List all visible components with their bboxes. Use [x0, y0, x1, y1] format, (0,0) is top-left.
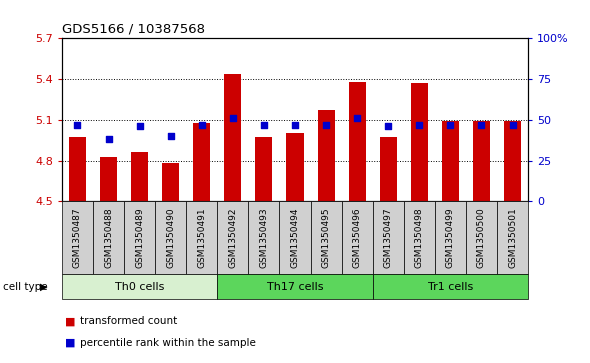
Bar: [217, 274, 373, 299]
Text: GSM1350494: GSM1350494: [290, 208, 300, 268]
Point: [166, 133, 175, 139]
Bar: [224, 73, 241, 201]
Bar: [317, 110, 335, 201]
Bar: [162, 163, 179, 201]
Point: [384, 123, 393, 129]
Bar: [373, 274, 528, 299]
Bar: [342, 201, 373, 274]
Point: [322, 122, 331, 127]
Bar: [435, 201, 466, 274]
Text: GSM1350500: GSM1350500: [477, 207, 486, 268]
Point: [197, 122, 206, 127]
Bar: [69, 138, 86, 201]
Bar: [280, 201, 310, 274]
Bar: [124, 201, 155, 274]
Bar: [62, 274, 217, 299]
Bar: [248, 201, 280, 274]
Bar: [497, 201, 528, 274]
Point: [415, 122, 424, 127]
Text: ■: ■: [65, 338, 76, 348]
Point: [352, 115, 362, 121]
Bar: [100, 156, 117, 201]
Text: GSM1350491: GSM1350491: [197, 207, 206, 268]
Point: [477, 122, 486, 127]
Bar: [442, 121, 459, 201]
Bar: [287, 134, 303, 201]
Text: GSM1350490: GSM1350490: [166, 207, 175, 268]
Bar: [93, 201, 124, 274]
Point: [290, 122, 300, 127]
Text: GSM1350487: GSM1350487: [73, 207, 82, 268]
Bar: [217, 201, 248, 274]
Text: GSM1350488: GSM1350488: [104, 207, 113, 268]
Point: [135, 123, 145, 129]
Text: GSM1350498: GSM1350498: [415, 207, 424, 268]
Bar: [373, 201, 404, 274]
Point: [73, 122, 82, 127]
Point: [104, 136, 113, 142]
Text: ▶: ▶: [40, 282, 48, 292]
Text: ■: ■: [65, 316, 76, 326]
Bar: [310, 201, 342, 274]
Text: percentile rank within the sample: percentile rank within the sample: [80, 338, 255, 348]
Text: GSM1350493: GSM1350493: [260, 207, 268, 268]
Text: Th17 cells: Th17 cells: [267, 282, 323, 292]
Bar: [466, 201, 497, 274]
Text: GSM1350497: GSM1350497: [384, 207, 393, 268]
Text: Th0 cells: Th0 cells: [115, 282, 165, 292]
Text: GSM1350499: GSM1350499: [446, 207, 455, 268]
Bar: [186, 201, 217, 274]
Text: GDS5166 / 10387568: GDS5166 / 10387568: [62, 23, 205, 36]
Bar: [349, 82, 366, 201]
Point: [259, 122, 268, 127]
Bar: [473, 121, 490, 201]
Point: [445, 122, 455, 127]
Text: GSM1350496: GSM1350496: [353, 207, 362, 268]
Text: Tr1 cells: Tr1 cells: [428, 282, 473, 292]
Point: [508, 122, 517, 127]
Text: GSM1350501: GSM1350501: [508, 207, 517, 268]
Text: cell type: cell type: [3, 282, 48, 292]
Bar: [155, 201, 186, 274]
Bar: [62, 201, 93, 274]
Text: transformed count: transformed count: [80, 316, 177, 326]
Text: GSM1350489: GSM1350489: [135, 207, 144, 268]
Bar: [504, 121, 521, 201]
Point: [228, 115, 238, 121]
Bar: [255, 138, 273, 201]
Bar: [404, 201, 435, 274]
Bar: [131, 152, 148, 201]
Bar: [411, 83, 428, 201]
Text: GSM1350495: GSM1350495: [322, 207, 330, 268]
Text: GSM1350492: GSM1350492: [228, 208, 237, 268]
Bar: [380, 138, 396, 201]
Bar: [194, 123, 210, 201]
